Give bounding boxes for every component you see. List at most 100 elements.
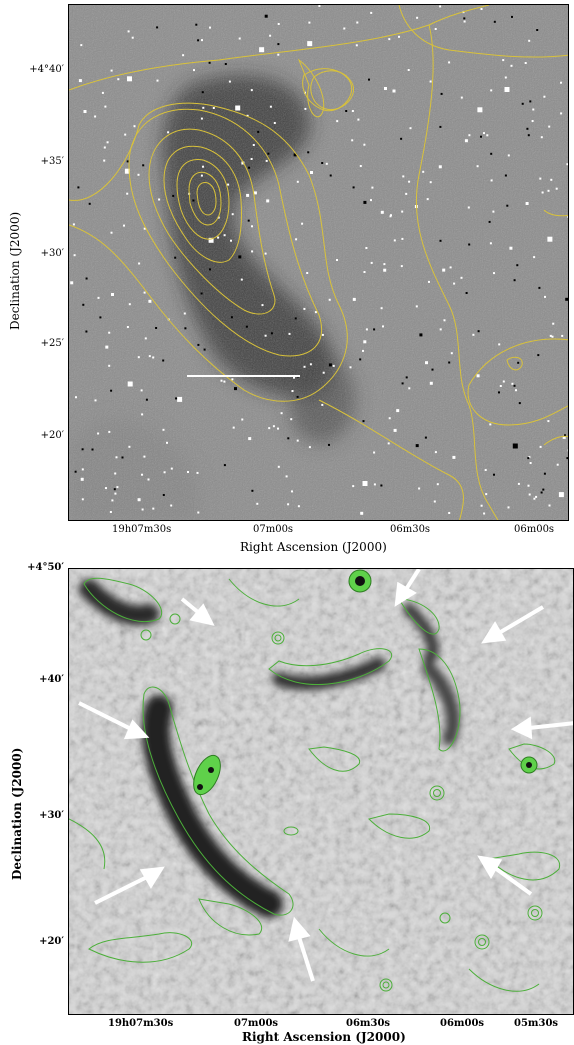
star [540,136,543,139]
star [396,409,400,413]
arrow [481,605,545,644]
star [535,495,538,498]
star [517,482,520,485]
star [439,5,442,8]
compact-source [527,905,543,921]
star [201,91,204,94]
star [308,446,311,449]
pointer-arrows [78,569,573,982]
star [142,164,145,167]
star [425,361,428,365]
star [527,484,530,487]
star [452,455,456,459]
star [560,81,562,84]
compact-source [271,631,285,645]
star [245,325,248,328]
star [202,106,205,109]
star [380,210,384,214]
star [208,61,211,64]
star [197,343,200,346]
compact-source-core [208,767,214,773]
star [88,202,91,205]
star [321,403,324,406]
star [409,127,412,130]
star [393,239,396,242]
star [115,456,118,459]
star [528,493,531,496]
star [357,118,360,121]
star [389,215,392,218]
star [82,303,85,306]
bottom-x-tick: 05m30s [514,1018,559,1029]
star [296,180,299,183]
star [529,462,532,464]
star [80,477,84,481]
star [293,376,295,379]
star [259,47,265,53]
compact-source-core [197,784,203,790]
star [128,303,131,306]
star [126,192,129,195]
star [513,384,516,387]
star [124,133,127,136]
compact-source [140,629,152,641]
star [147,478,150,481]
star [567,449,568,452]
star [148,355,151,358]
star [531,120,534,122]
dark-filament-arc [79,579,460,918]
star [351,139,354,142]
star [250,158,253,160]
star [152,507,155,510]
star [269,34,272,37]
star [528,39,531,42]
star [433,500,436,503]
star [564,434,566,437]
star [240,278,243,281]
star [440,92,443,95]
star [477,107,483,113]
star [547,420,550,423]
star [336,259,338,261]
star [511,15,513,18]
star [261,304,264,307]
star [200,292,203,295]
star [114,472,117,475]
star [493,473,495,476]
star [268,427,271,430]
star [155,327,158,329]
star [196,471,199,474]
star [212,107,215,109]
star [345,110,348,112]
star [314,311,317,314]
star [287,503,290,506]
star [110,231,113,234]
star [387,442,390,445]
top-image-frame [68,4,569,521]
star [224,63,227,65]
star [504,87,510,92]
star [162,494,165,496]
star [390,214,392,217]
star [365,328,368,331]
star [269,105,272,108]
star [162,428,165,431]
star [352,297,356,301]
arrow [94,866,165,905]
top-x-axis-title: Right Ascension (J2000) [240,540,387,554]
star [499,385,502,387]
compact-source [283,826,299,836]
star [405,192,408,195]
arrow [180,597,215,626]
star [567,215,568,218]
star [264,14,268,18]
star [336,120,339,123]
star [251,250,254,253]
star [485,493,488,496]
star [518,402,521,405]
star [200,174,203,177]
star [429,80,432,83]
star [460,276,463,279]
bottom-radio-image [69,569,573,1014]
star [183,312,186,315]
